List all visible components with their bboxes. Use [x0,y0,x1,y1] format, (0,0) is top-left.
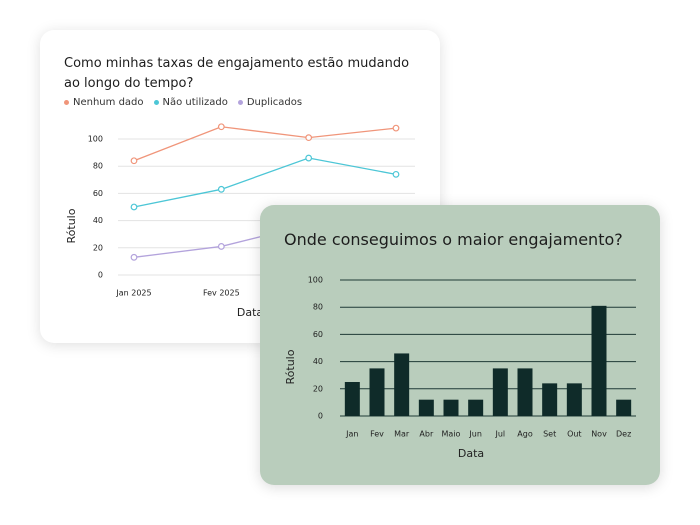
marker [217,243,225,250]
chart-title: Como minhas taxas de engajamento estão m… [64,56,410,91]
legend-item: Nenhum dado [64,97,144,108]
marker [305,134,313,142]
x-tick-label: Mar [394,430,410,439]
x-tick-label: Jul [495,430,506,439]
bar [394,353,410,416]
chart-title: Onde conseguimos o maior engajamento? [284,230,623,249]
y-tick-label: 80 [313,303,323,312]
y-tick-label: 20 [313,384,323,393]
bar [443,399,459,416]
y-tick-label: 60 [313,330,323,339]
y-axis-label: Rótulo [65,208,78,243]
bar [344,382,360,416]
x-tick-label: Out [567,430,582,439]
legend-swatch [64,100,69,105]
bar [566,383,582,416]
marker [305,154,313,162]
y-tick-label: 0 [98,271,103,280]
line [133,126,397,162]
legend: Nenhum dado Não utilizado Duplicados [64,97,302,108]
y-tick-label: 80 [93,162,103,171]
legend-item: Não utilizado [153,97,228,108]
bar [468,399,484,416]
marker [217,123,225,131]
marker [130,253,138,261]
y-tick-label: 0 [318,412,323,421]
line [133,157,397,208]
x-tick-label: Jan 2025 [115,289,151,298]
legend-swatch [237,100,243,105]
legend-label: Não utilizado [162,97,228,108]
x-tick-label: Dez [616,430,631,439]
bar [369,368,385,416]
bar [616,399,632,416]
x-tick-label: Nov [591,430,607,439]
y-axis-label: Rótulo [284,349,297,384]
x-tick-label: Set [543,430,556,439]
x-tick-label: Abr [419,430,434,439]
marker [130,203,138,211]
marker [392,124,400,132]
x-tick-label: Ago [517,430,533,439]
bar [591,305,607,416]
legend-item: Duplicados [237,97,303,108]
bar [492,368,508,416]
y-tick-label: 40 [313,357,323,366]
y-tick-label: 40 [93,216,103,225]
legend-label: Nenhum dado [73,97,144,108]
bar-chart: 0 20 40 60 80 100 Jan Fev Mar Abr Maio Jun Jul Ago Set… [284,276,636,460]
legend-label: Duplicados [246,97,303,108]
y-tick-label: 100 [88,135,103,144]
marker [392,170,400,178]
marker [130,157,138,165]
x-tick-label: Jan [345,430,358,439]
bar [517,368,533,416]
bar [542,383,558,416]
x-axis-label: Data [237,306,263,319]
bar-card: Onde conseguimos o maior engajamento? 0 2… [260,205,660,485]
x-axis-label: Data [458,447,484,460]
marker [217,185,225,193]
x-tick-label: Maio [442,430,461,439]
x-tick-label: Fev [370,430,384,439]
line-card: Como minhas taxas de engajamento estão m… [40,30,440,343]
x-tick-label: Jun [468,430,482,439]
y-tick-label: 100 [308,276,323,285]
line-chart: 0 20 40 60 80 100 Jan 2025 Fev 2025 Data Rótulo [65,123,415,319]
y-tick-label: 60 [93,189,103,198]
x-tick-label: Fev 2025 [203,289,240,298]
bar [418,399,434,416]
y-tick-label: 20 [93,243,103,252]
legend-swatch [153,100,159,105]
